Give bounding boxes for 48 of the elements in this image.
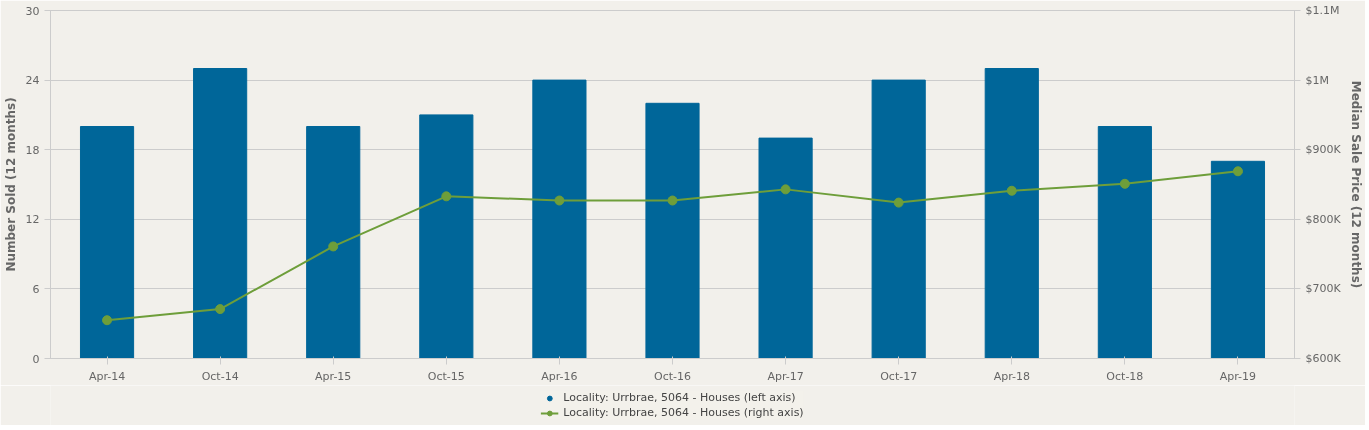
y-tick-label: 12 xyxy=(25,213,40,227)
x-tick-label: Apr-19 xyxy=(1219,369,1257,383)
point xyxy=(667,195,678,206)
x-tick-label: Oct-17 xyxy=(880,369,918,383)
bar xyxy=(1097,126,1152,359)
point xyxy=(215,304,226,315)
x-tick-label: Apr-16 xyxy=(541,369,578,383)
legend-label: Locality: Urrbrae, 5064 - Houses (right axis) xyxy=(563,406,804,419)
bar xyxy=(532,79,587,359)
point xyxy=(893,197,904,208)
point xyxy=(441,191,452,202)
y-tick-label: 30 xyxy=(25,4,40,18)
y2-tick-label: $600K xyxy=(1305,352,1342,365)
point xyxy=(554,195,565,206)
y2-tick-label: $1.1M xyxy=(1305,4,1340,17)
y2-tick-label: $900K xyxy=(1305,143,1342,157)
bar xyxy=(1210,160,1266,359)
point xyxy=(780,184,791,195)
bar xyxy=(306,126,361,359)
y2-tick-label: $700K xyxy=(1305,282,1342,296)
y2-tick-label: $800K xyxy=(1305,212,1342,226)
y-tick-label: 6 xyxy=(32,282,40,296)
x-tick-label: Oct-14 xyxy=(201,369,239,383)
bar xyxy=(419,114,474,359)
bar xyxy=(871,79,926,359)
bar xyxy=(758,137,813,359)
bar xyxy=(193,68,248,359)
bar xyxy=(645,102,700,359)
y-tick-label: 18 xyxy=(25,143,40,157)
x-tick-label: Apr-14 xyxy=(88,369,126,383)
point xyxy=(1006,185,1017,196)
point xyxy=(1119,178,1130,189)
point xyxy=(1232,166,1243,177)
x-tick-label: Apr-17 xyxy=(767,369,804,383)
legend-label: Locality: Urrbrae, 5064 - Houses (left axis) xyxy=(563,391,796,404)
point xyxy=(328,241,339,252)
bar xyxy=(984,68,1039,359)
y2-tick-label: $1M xyxy=(1305,73,1329,87)
y-tick-label: 0 xyxy=(32,352,40,366)
x-tick-label: Apr-15 xyxy=(315,369,352,383)
x-tick-label: Apr-18 xyxy=(993,369,1030,383)
x-tick-label: Oct-16 xyxy=(654,369,692,383)
y-axis-title: Number Sold (12 months) xyxy=(3,97,18,272)
x-tick-label: Oct-18 xyxy=(1106,369,1144,383)
y2-axis-title: Median Sale Price (12 months) xyxy=(1348,80,1363,289)
x-tick-label: Oct-15 xyxy=(427,369,465,383)
point xyxy=(102,315,113,326)
y-tick-label: 24 xyxy=(25,74,40,88)
